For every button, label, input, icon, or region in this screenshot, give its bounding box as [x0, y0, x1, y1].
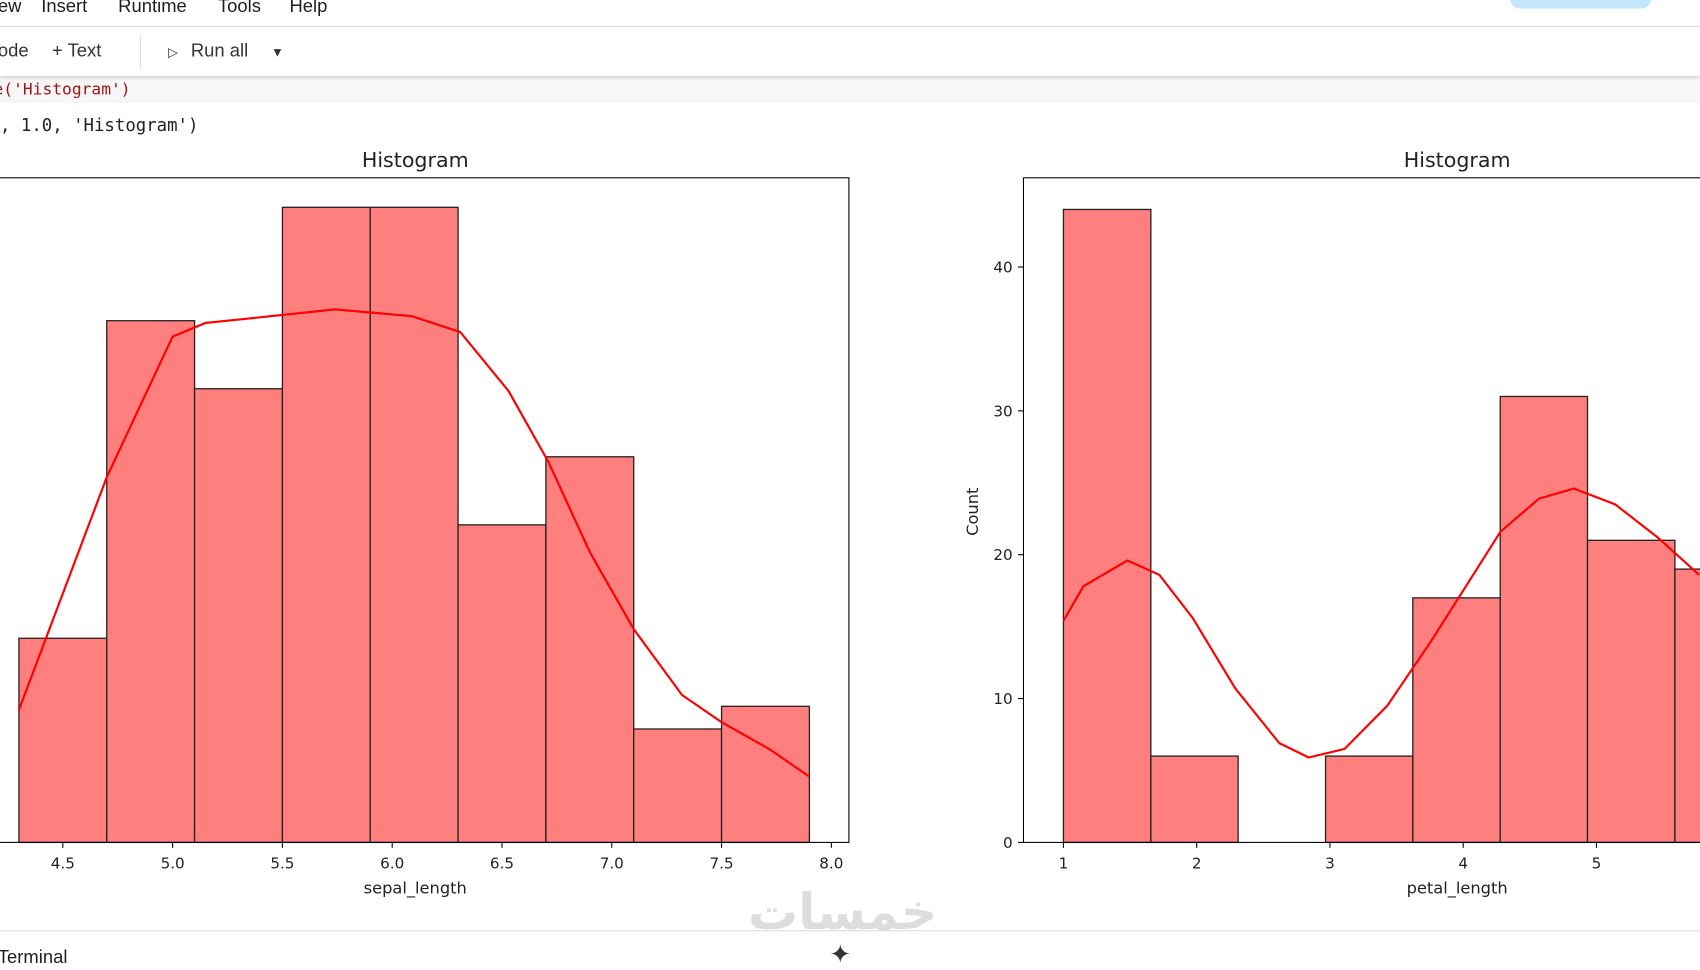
x-axis-label: petal_length — [1407, 878, 1508, 898]
histogram-bar — [1586, 539, 1676, 844]
x-tick-label: 6.5 — [490, 854, 514, 872]
add-text-button[interactable]: + Text — [52, 40, 102, 61]
menu-help[interactable]: Help — [289, 0, 328, 17]
x-tick-label: 4.5 — [51, 854, 75, 872]
x-tick-label: 2 — [1192, 854, 1202, 872]
chart-title: Histogram — [1404, 148, 1511, 172]
chart-title: Histogram — [362, 148, 469, 172]
watermark-logo: خمسات — [748, 882, 938, 942]
x-tick-label: 7.5 — [710, 854, 734, 872]
histogram-bar — [1674, 568, 1700, 844]
y-tick-label: 10 — [993, 690, 1012, 708]
x-tick-label: 3 — [1325, 854, 1335, 872]
histogram-bar — [369, 206, 459, 844]
kde-line — [17, 308, 811, 778]
histogram-bar — [1499, 395, 1589, 844]
histogram-bar — [1324, 755, 1414, 844]
axes-frame — [1022, 177, 1700, 843]
histogram-bar — [633, 728, 723, 844]
kde-line — [1062, 487, 1700, 759]
share-button[interactable] — [1510, 0, 1652, 9]
histogram-bar — [720, 705, 811, 844]
x-tick-label: 7.0 — [600, 854, 624, 872]
x-tick-label: 5.0 — [161, 854, 185, 872]
menu-tools[interactable]: Tools — [217, 0, 261, 17]
gemini-sparkle-icon[interactable]: ✦ — [829, 939, 852, 970]
divider — [0, 930, 1700, 932]
x-tick-label: 5.5 — [270, 854, 294, 872]
axes-frame — [0, 177, 850, 843]
y-tick-label: 0 — [1003, 834, 1013, 852]
code-line: e('Histogram') — [0, 79, 131, 99]
histogram-bar — [18, 637, 108, 844]
x-axis-label: sepal_length — [364, 878, 467, 898]
run-all-button[interactable]: Run all — [190, 40, 249, 61]
menu-runtime[interactable]: Runtime — [118, 0, 187, 17]
histogram-bar — [1412, 597, 1501, 844]
x-tick-label: 1 — [1059, 854, 1069, 872]
chevron-down-icon[interactable]: ▼ — [271, 44, 284, 60]
histogram-bar — [545, 456, 635, 844]
terminal-tab[interactable]: Terminal — [0, 946, 68, 968]
play-icon: ▷ — [168, 44, 179, 60]
toolbar-divider — [139, 35, 141, 69]
y-axis-label: Count — [963, 488, 982, 536]
histogram-bar — [106, 320, 196, 844]
toolbar: ode + Text ▷ Run all ▼ — [0, 27, 1700, 76]
y-tick-label: 20 — [993, 546, 1012, 564]
add-code-button[interactable]: ode — [0, 40, 29, 61]
histogram-bar — [1150, 755, 1239, 844]
histogram-bar — [1062, 208, 1152, 844]
x-tick-label: 5 — [1592, 854, 1602, 872]
menu-view[interactable]: ew — [0, 0, 22, 17]
output-text: , 1.0, 'Histogram') — [0, 114, 199, 136]
x-tick-label: 6.0 — [380, 854, 404, 872]
menu-bar: ew Insert Runtime Tools Help — [0, 0, 1700, 28]
x-tick-label: 8.0 — [819, 854, 843, 872]
histogram-bar — [281, 206, 371, 844]
histogram-bar — [193, 388, 284, 844]
histogram-bar — [457, 524, 547, 844]
y-tick-label: 40 — [993, 258, 1012, 276]
y-tick-label: 30 — [993, 402, 1012, 420]
x-tick-label: 4 — [1458, 854, 1468, 872]
menu-insert[interactable]: Insert — [41, 0, 88, 17]
